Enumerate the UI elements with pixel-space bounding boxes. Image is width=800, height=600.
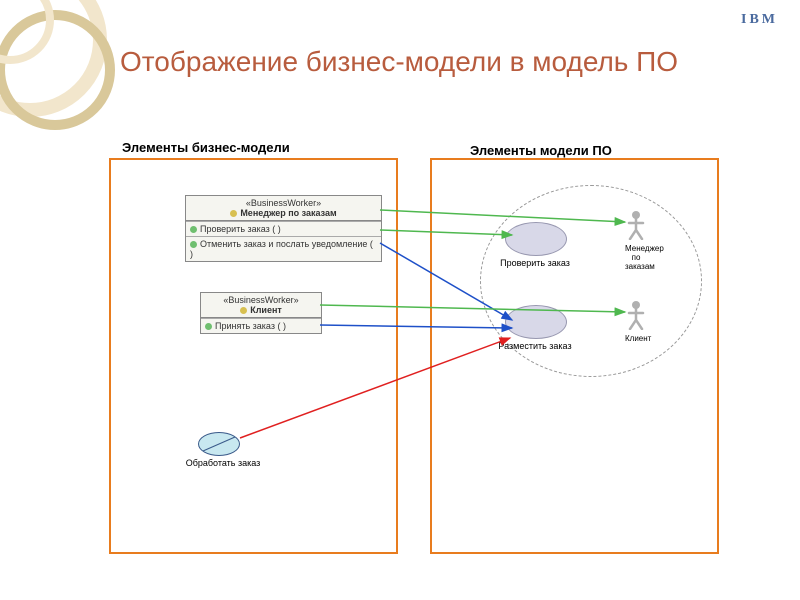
- actor-client: Клиент: [625, 300, 647, 344]
- page-title: Отображение бизнес-модели в модель ПО: [120, 45, 678, 79]
- actor-label: Клиент: [625, 335, 647, 344]
- usecase-label: Разместить заказ: [495, 341, 575, 351]
- stereotype-label: «BusinessWorker»: [205, 295, 317, 305]
- actor-manager: Менеджер по заказам: [625, 210, 647, 271]
- usecase-place-order: [505, 305, 567, 339]
- operation: Проверить заказ ( ): [200, 224, 281, 234]
- usecase-label: Проверить заказ: [495, 258, 575, 268]
- decorative-swirl: [0, 0, 160, 160]
- usecase-check-order: [505, 222, 567, 256]
- right-subtitle: Элементы модели ПО: [470, 143, 612, 158]
- ibm-logo: IBM: [741, 12, 778, 28]
- class-name: Менеджер по заказам: [240, 208, 336, 218]
- class-manager: «BusinessWorker» Менеджер по заказам Про…: [185, 195, 382, 262]
- entity-label: Обработать заказ: [178, 458, 268, 468]
- operation: Отменить заказ и послать уведомление ( ): [190, 239, 373, 259]
- left-subtitle: Элементы бизнес-модели: [122, 140, 290, 155]
- stereotype-label: «BusinessWorker»: [190, 198, 377, 208]
- class-name: Клиент: [250, 305, 282, 315]
- actor-label: Менеджер по заказам: [625, 245, 647, 271]
- class-client: «BusinessWorker» Клиент Принять заказ ( …: [200, 292, 322, 334]
- business-entity: [198, 432, 240, 456]
- operation: Принять заказ ( ): [215, 321, 286, 331]
